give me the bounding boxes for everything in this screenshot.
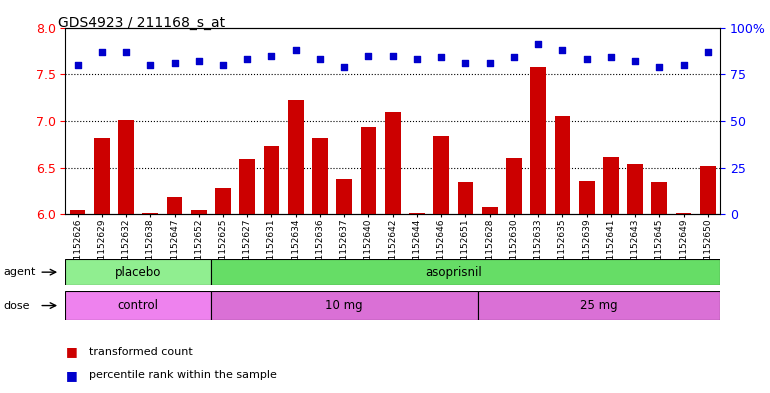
Point [144, 62, 156, 68]
Text: dose: dose [4, 301, 30, 310]
Point [363, 52, 375, 59]
Bar [457, 182, 474, 214]
Point [678, 62, 690, 68]
Bar [531, 67, 546, 214]
Text: ■: ■ [65, 345, 77, 358]
Bar [554, 116, 571, 214]
Bar [482, 207, 497, 214]
Bar [65, 291, 211, 320]
Bar [434, 136, 449, 214]
Point [72, 62, 84, 68]
Bar [651, 182, 668, 214]
Bar [628, 164, 643, 214]
Point [387, 52, 399, 59]
Bar [477, 291, 720, 320]
Point [484, 60, 496, 66]
Text: ■: ■ [65, 369, 77, 382]
Bar [409, 213, 425, 214]
Bar [360, 127, 377, 214]
Point [629, 58, 641, 64]
Text: GDS4923 / 211168_s_at: GDS4923 / 211168_s_at [58, 16, 225, 30]
Bar [288, 100, 303, 214]
Point [192, 58, 205, 64]
Bar [215, 188, 231, 214]
Bar [211, 259, 720, 285]
Bar [191, 211, 206, 214]
Point [120, 49, 132, 55]
Bar [506, 158, 522, 214]
Point [266, 52, 278, 59]
Point [338, 64, 350, 70]
Bar [579, 180, 594, 214]
Point [217, 62, 229, 68]
Bar [142, 213, 158, 214]
Bar [239, 159, 255, 214]
Point [653, 64, 665, 70]
Point [241, 56, 253, 62]
Point [701, 49, 714, 55]
Bar [603, 157, 619, 214]
Bar [385, 112, 400, 214]
Bar [70, 209, 85, 214]
Point [410, 56, 423, 62]
Bar [263, 146, 280, 214]
Point [290, 47, 302, 53]
Point [95, 49, 108, 55]
Point [459, 60, 471, 66]
Bar [166, 197, 182, 214]
Bar [336, 179, 352, 214]
Text: asoprisnil: asoprisnil [425, 266, 482, 279]
Text: transformed count: transformed count [89, 347, 192, 357]
Text: 10 mg: 10 mg [326, 299, 363, 312]
Bar [94, 138, 109, 214]
Bar [65, 259, 211, 285]
Bar [118, 120, 134, 214]
Bar [676, 213, 691, 214]
Text: agent: agent [4, 267, 36, 277]
Point [581, 56, 593, 62]
Bar [700, 166, 715, 214]
Text: placebo: placebo [115, 266, 162, 279]
Point [532, 41, 544, 48]
Point [435, 54, 447, 61]
Text: control: control [118, 299, 159, 312]
Bar [211, 291, 477, 320]
Text: 25 mg: 25 mg [580, 299, 618, 312]
Point [507, 54, 520, 61]
Text: percentile rank within the sample: percentile rank within the sample [89, 370, 276, 380]
Point [556, 47, 568, 53]
Bar [312, 138, 328, 214]
Point [314, 56, 326, 62]
Point [169, 60, 181, 66]
Point [604, 54, 617, 61]
